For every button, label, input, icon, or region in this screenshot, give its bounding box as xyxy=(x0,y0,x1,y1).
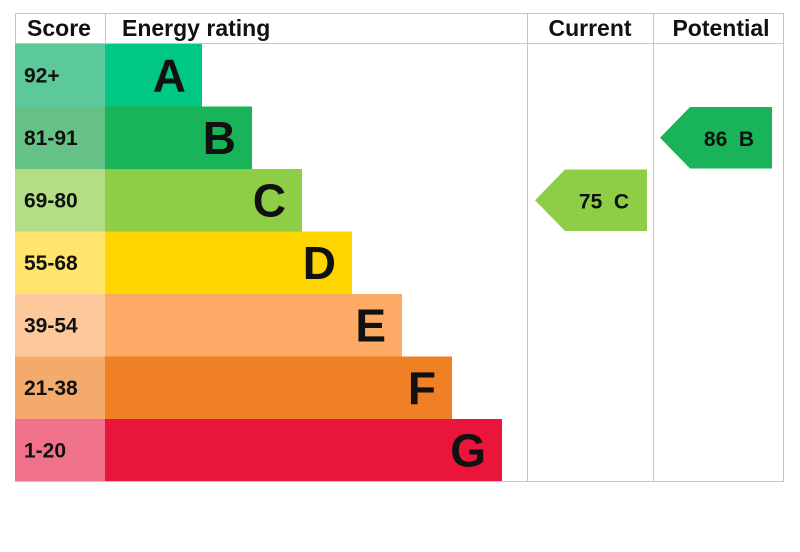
rating-bar-g xyxy=(105,419,502,482)
score-label-a: 92+ xyxy=(24,64,60,87)
score-column-header: Score xyxy=(27,15,91,41)
rating-bar-d xyxy=(105,231,352,294)
rating-letter-b: B xyxy=(203,112,236,164)
current-column-header: Current xyxy=(548,15,631,41)
rating-bar-f xyxy=(105,356,452,419)
potential-arrow-shape xyxy=(660,107,772,169)
rating-bar-e xyxy=(105,294,402,357)
rating-letter-c: C xyxy=(253,174,286,226)
score-cell-b xyxy=(15,106,105,169)
score-label-b: 81-91 xyxy=(24,127,78,150)
score-label-f: 21-38 xyxy=(24,377,78,400)
score-cell-f xyxy=(15,356,105,419)
score-label-d: 55-68 xyxy=(24,252,78,275)
rating-bar-c xyxy=(105,169,302,232)
rating-letter-d: D xyxy=(303,237,336,289)
potential-rating-label: 86 B xyxy=(704,128,754,151)
chart-grid xyxy=(15,13,784,482)
score-cell-g xyxy=(15,419,105,482)
score-cell-a xyxy=(15,44,105,107)
rating-letter-a: A xyxy=(153,49,186,101)
rating-letter-g: G xyxy=(450,424,486,476)
score-label-g: 1-20 xyxy=(24,439,66,462)
score-cell-e xyxy=(15,294,105,357)
rating-bar-b xyxy=(105,106,252,169)
score-cell-d xyxy=(15,231,105,294)
potential-column-header: Potential xyxy=(672,15,769,41)
rating-bar-a xyxy=(105,44,202,107)
energy-rating-column-header: Energy rating xyxy=(122,15,270,41)
current-arrow-shape xyxy=(535,169,647,231)
rating-bands: 92+ A 81-91 B 69-80 C 55-68 D 39-54 E 21-38 F 1-20 G xyxy=(15,44,502,482)
score-label-c: 69-80 xyxy=(24,189,78,212)
current-rating-label: 75 C xyxy=(579,190,629,213)
rating-letter-e: E xyxy=(355,299,386,351)
score-cell-c xyxy=(15,169,105,232)
rating-letter-f: F xyxy=(408,362,436,414)
score-label-e: 39-54 xyxy=(24,314,78,337)
current-rating-arrow: 75 C xyxy=(535,169,647,231)
potential-rating-arrow: 86 B xyxy=(660,107,772,169)
